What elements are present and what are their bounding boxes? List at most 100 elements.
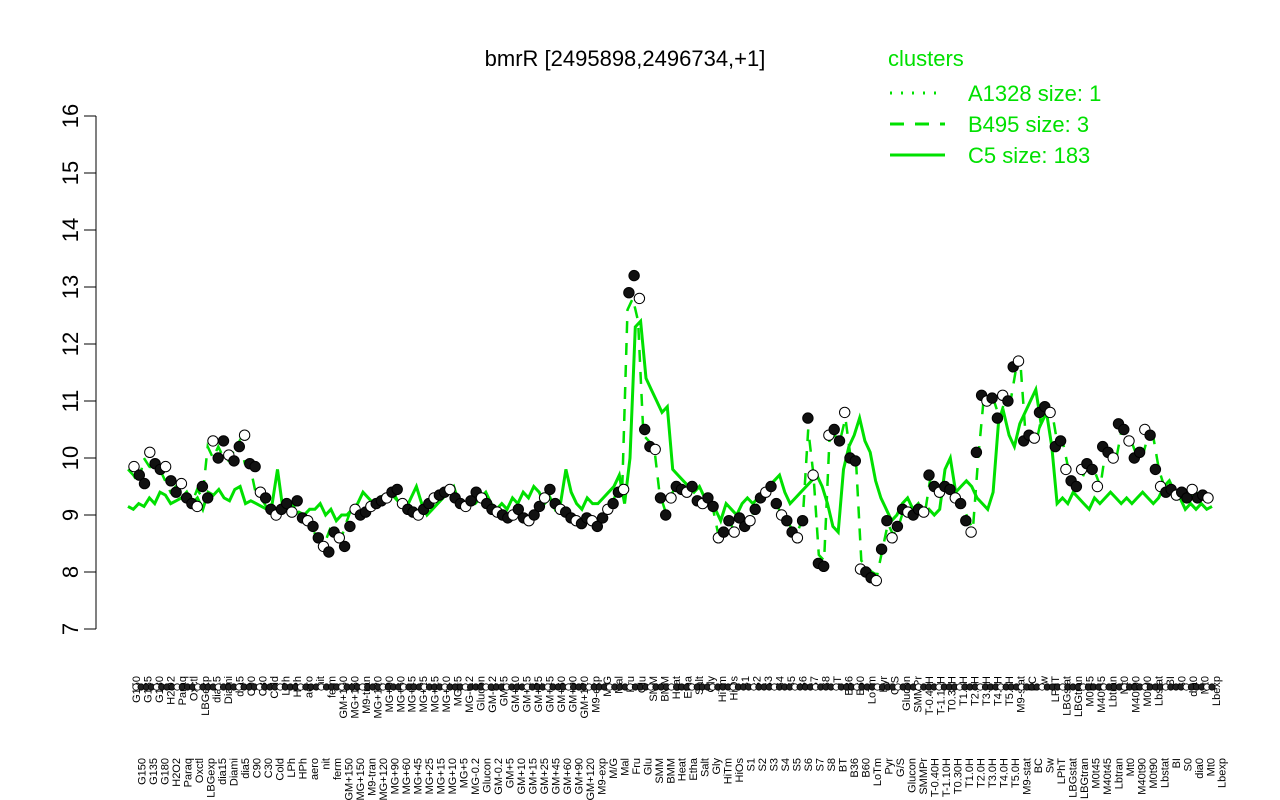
- data-point: [170, 486, 182, 498]
- x-tick-label: aero: [309, 758, 321, 780]
- data-point: [344, 520, 356, 533]
- data-point: [128, 460, 140, 473]
- y-axis: 7 8 9 10 11 12 13 14 15 16: [58, 104, 97, 635]
- x-tick-label: MG+60: [395, 676, 407, 712]
- legend-title: clusters: [888, 46, 964, 71]
- x-tick-label: BMM: [665, 758, 677, 784]
- x-tick-label: MG+15: [430, 676, 442, 712]
- x-tick-label: SMMPr: [912, 676, 924, 713]
- x-tick-label: LPh: [286, 758, 298, 778]
- x-tick-label: T5.0H: [1004, 676, 1016, 706]
- data-point: [749, 503, 761, 515]
- data-point: [1202, 492, 1214, 504]
- data-point: [533, 500, 546, 513]
- data-point: [323, 546, 335, 558]
- x-tick-label: T1.0H: [964, 758, 976, 788]
- x-tick-label: GM-0.2: [493, 758, 505, 795]
- x-tick-label: M/G: [608, 758, 620, 779]
- legend: clusters A1328 size: 1 B495 size: 3 C5 siz…: [888, 46, 1101, 168]
- x-tick-label: Paraq: [183, 758, 195, 787]
- x-tick-label: HiOs: [734, 758, 746, 783]
- legend-label: C5 size: 183: [968, 143, 1090, 168]
- data-point: [970, 446, 983, 458]
- x-tick-label: MG+5: [453, 676, 465, 706]
- data-point: [702, 492, 714, 504]
- data-point: [1012, 355, 1025, 367]
- data-point: [875, 543, 888, 555]
- x-tick-label: HPh: [298, 758, 310, 779]
- axis-rug-mark: [1208, 683, 1216, 691]
- x-tick-label: SMMPr: [918, 758, 930, 795]
- x-tick-label: M40t90: [1131, 676, 1143, 713]
- data-point: [765, 480, 777, 493]
- x-tick-label: Lbexp: [1217, 758, 1229, 788]
- x-tick-label: Glu: [642, 758, 654, 775]
- data-point: [165, 475, 177, 487]
- x-tick-label: M0t90: [1148, 758, 1160, 789]
- x-tick-label: Lbtran: [1108, 676, 1120, 707]
- data-point: [228, 455, 240, 467]
- x-tick-label: BT: [838, 758, 850, 772]
- x-tick-label: GM+90: [573, 758, 585, 794]
- x-tick-label: LPhT: [1056, 758, 1068, 785]
- x-tick-label: C90: [252, 758, 264, 778]
- y-tick-label: 15: [58, 161, 83, 185]
- y-tick-label: 8: [58, 566, 83, 578]
- data-point: [1118, 423, 1130, 436]
- data-point: [144, 446, 156, 458]
- x-tick-label: Lbexp: [1211, 676, 1223, 706]
- data-point: [233, 440, 246, 453]
- data-point: [1133, 446, 1146, 458]
- x-tick-label: dia5: [240, 758, 252, 779]
- x-axis: G150G150G135G135G180G180H2O2H2O2ParaqPar…: [131, 675, 1229, 800]
- data-point: [1144, 429, 1156, 441]
- x-tick-label: Paraq: [177, 676, 189, 705]
- x-tick-label: T2.0H: [970, 676, 982, 706]
- x-tick-label: T5.0H: [1010, 758, 1022, 788]
- x-tick-label: Gly: [711, 758, 723, 775]
- data-point: [807, 469, 819, 481]
- x-tick-label: M40t45: [1096, 676, 1108, 713]
- data-point: [954, 497, 967, 510]
- data-point: [1091, 480, 1104, 493]
- x-tick-label: S7: [815, 758, 827, 771]
- x-tick-label: T1.0H: [958, 676, 970, 706]
- x-tick-label: LBGexp: [206, 758, 218, 798]
- data-point: [291, 495, 303, 507]
- data-point: [238, 429, 251, 441]
- y-tick-label: 9: [58, 509, 83, 521]
- data-point: [607, 497, 619, 510]
- x-tick-label: Pyr: [884, 758, 896, 775]
- data-point: [338, 540, 351, 553]
- data-point: [623, 287, 635, 299]
- x-tick-label: M0t45: [1085, 676, 1097, 707]
- x-tick-label: T4.0H: [998, 758, 1010, 788]
- data-point: [1149, 463, 1162, 476]
- data-point: [781, 515, 793, 527]
- x-tick-label: Heat: [677, 758, 689, 781]
- data-point: [728, 526, 740, 538]
- x-tick-label: H2O2: [171, 758, 183, 787]
- x-tick-label: MG+45: [413, 758, 425, 794]
- data-point: [923, 469, 935, 481]
- data-point: [249, 460, 261, 473]
- x-tick-label: T0.30H: [947, 676, 959, 712]
- x-tick-label: GM+45: [545, 676, 557, 712]
- x-tick-label: GM+90: [568, 676, 580, 712]
- x-tick-label: M9-tran: [367, 758, 379, 796]
- data-point: [1044, 406, 1056, 419]
- data-point: [828, 423, 840, 436]
- data-point: [796, 515, 809, 527]
- data-point: [802, 412, 814, 424]
- x-tick-label: M9-exp: [596, 758, 608, 795]
- x-tick-label: Glucon: [907, 758, 919, 793]
- data-point: [717, 526, 730, 538]
- x-tick-label: GM+10: [516, 758, 528, 794]
- data-point: [202, 492, 214, 504]
- data-point: [217, 435, 230, 447]
- data-point: [191, 500, 203, 513]
- data-point: [818, 560, 830, 572]
- x-tick-label: MG-0.2: [470, 758, 482, 795]
- y-tick-label: 13: [58, 275, 83, 299]
- x-tick-label: M40t45: [1102, 758, 1114, 795]
